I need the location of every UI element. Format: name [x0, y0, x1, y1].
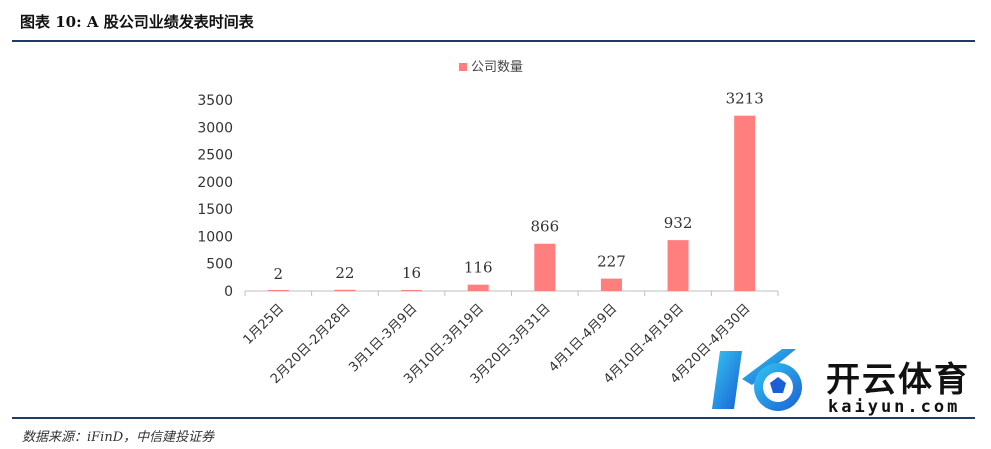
- bar: [334, 289, 356, 291]
- x-tick-label: 4月1日-4月9日: [546, 301, 620, 375]
- watermark-brand-cn: 开云体育: [826, 360, 970, 400]
- y-tick-label: 1000: [197, 229, 233, 245]
- bar: [734, 115, 756, 291]
- data-label: 116: [464, 259, 493, 277]
- bar: [467, 284, 489, 291]
- legend-label: 公司数量: [471, 60, 523, 75]
- data-label: 3213: [726, 90, 764, 108]
- kaiyun-logo-icon: [712, 349, 802, 411]
- watermark-brand-en: kaiyun.com: [828, 397, 961, 417]
- legend-swatch: [459, 63, 467, 71]
- bar: [267, 290, 289, 291]
- data-label: 227: [597, 253, 626, 271]
- bar: [600, 278, 622, 291]
- bar: [534, 243, 556, 291]
- data-label: 932: [664, 214, 693, 232]
- data-label: 16: [402, 264, 421, 282]
- top-rule: [12, 40, 975, 42]
- y-tick-label: 2500: [197, 148, 233, 164]
- figure-title: 图表 10: A 股公司业绩发表时间表: [20, 13, 254, 31]
- y-tick-label: 2000: [197, 175, 233, 191]
- data-label: 866: [530, 218, 559, 236]
- data-label: 2: [274, 265, 284, 283]
- bar: [401, 290, 423, 291]
- header: 图表 10: A 股公司业绩发表时间表: [0, 0, 991, 44]
- x-tick-label: 3月1日-3月9日: [346, 301, 420, 375]
- bottom-rule: [12, 417, 975, 419]
- data-label: 22: [335, 264, 354, 282]
- x-tick-label: 1月25日: [241, 301, 288, 348]
- y-tick-label: 3500: [197, 93, 233, 109]
- y-tick-label: 3000: [197, 120, 233, 136]
- y-tick-label: 1500: [197, 202, 233, 218]
- y-tick-label: 0: [224, 284, 233, 300]
- bar: [667, 240, 689, 291]
- y-tick-label: 500: [206, 257, 233, 273]
- source-note: 数据来源：iFinD，中信建投证券: [22, 430, 215, 445]
